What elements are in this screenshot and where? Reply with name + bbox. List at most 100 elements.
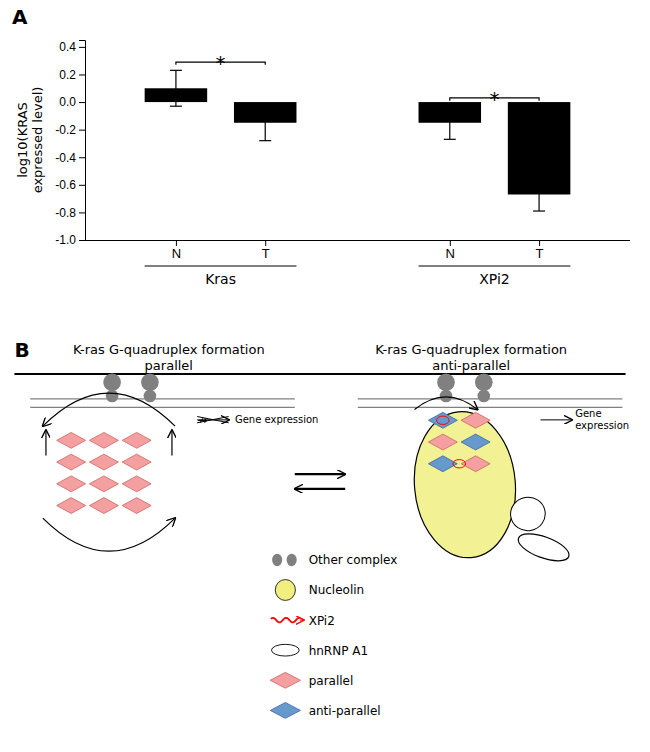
y-axis-title: log10(KRASexpressed level) — [15, 87, 46, 194]
protein-oval — [475, 373, 493, 391]
legend-glyph — [300, 619, 304, 620]
quadruplex-parallel — [461, 412, 490, 428]
error-bar-stem — [449, 106, 450, 139]
loop — [508, 494, 548, 533]
quadruplex-parallel — [122, 476, 151, 492]
quadruplex-parallel — [57, 498, 86, 514]
quadruplex-anti-parallel — [461, 434, 490, 450]
xpi2-circle — [437, 416, 450, 424]
y-tick-mark — [79, 185, 85, 186]
legend-entry: parallel — [309, 674, 354, 688]
error-bar — [170, 70, 182, 106]
y-tick-mark — [79, 240, 85, 241]
protein-oval — [437, 373, 455, 391]
expression-arrow — [541, 419, 573, 420]
separator — [14, 373, 625, 375]
error-bar-cap — [259, 140, 271, 141]
arrow — [171, 430, 172, 455]
dna-strand — [358, 398, 623, 399]
x-axis-line — [85, 240, 630, 241]
error-bar-cap — [170, 70, 182, 71]
annotation: Gene expression — [235, 414, 319, 425]
y-tick-label: -0.6 — [55, 178, 76, 192]
xpi2-circle — [453, 460, 466, 468]
significance-star: * — [216, 51, 226, 75]
equilibrium-arrow — [295, 488, 345, 490]
y-tick: 0.4 — [59, 40, 85, 54]
quadruplex-parallel — [122, 498, 151, 514]
y-tick-label: -0.4 — [55, 151, 76, 165]
legend-glyph — [271, 644, 299, 656]
error-bar-stem — [538, 178, 539, 211]
panel-label: B — [14, 338, 29, 362]
legend-glyph — [287, 554, 297, 567]
quadruplex-parallel — [122, 454, 151, 470]
error-bar-cap — [444, 139, 456, 140]
quadruplex-parallel — [57, 476, 86, 492]
y-tick: -1.0 — [55, 233, 85, 247]
protein-oval — [106, 390, 119, 403]
protein-oval — [103, 373, 121, 391]
nucleolin — [408, 407, 521, 562]
y-axis-line — [79, 41, 86, 241]
legend-entry: hnRNP A1 — [309, 644, 368, 658]
quadruplex-parallel — [89, 476, 118, 492]
legend-glyph — [270, 672, 300, 688]
protein-oval — [144, 390, 157, 403]
error-bar-cap — [259, 104, 271, 105]
legend-glyph — [271, 618, 300, 623]
legend-glyph — [272, 554, 282, 567]
panel-a: -1.0-0.8-0.6-0.4-0.20.00.20.4NTNTlog10(K… — [12, 5, 630, 287]
error-bar-cap — [444, 106, 456, 107]
quadruplex-parallel — [57, 454, 86, 470]
curved-arrow — [43, 393, 175, 426]
y-tick-label: 0.2 — [59, 68, 76, 82]
y-tick-mark — [79, 130, 85, 131]
quadruplex-anti-parallel — [428, 412, 457, 428]
figure: -1.0-0.8-0.6-0.4-0.20.00.20.4NTNTlog10(K… — [0, 0, 650, 752]
error-bar — [533, 178, 545, 211]
group-underline — [419, 265, 571, 266]
protein-oval — [478, 390, 491, 403]
error-bar-stem — [175, 70, 176, 106]
error-bar-cap — [533, 210, 545, 211]
legend-entry: Other complex — [309, 553, 398, 567]
group-label: Kras — [205, 271, 236, 287]
quadruplex-parallel — [89, 498, 118, 514]
y-tick-label: -1.0 — [55, 233, 76, 247]
hnrnp-a1 — [515, 528, 572, 566]
x-tick-label: T — [536, 246, 544, 261]
curved-arrow — [43, 518, 175, 551]
y-tick: -0.4 — [55, 151, 85, 165]
panel-b: BK-ras G-quadruplex formationparallelK-r… — [14, 338, 629, 718]
significance: ** — [176, 51, 539, 111]
x-axis: NTNT — [85, 240, 630, 261]
y-tick: -0.2 — [55, 123, 85, 137]
y-tick-label: 0.0 — [59, 95, 76, 109]
y-label-group: log10(KRASexpressed level) — [15, 87, 46, 194]
y-tick: 0.0 — [59, 95, 85, 109]
error-bar-stem — [265, 105, 266, 141]
block-cross — [197, 417, 229, 423]
curved-arrow — [415, 397, 478, 410]
group-underline — [145, 265, 297, 266]
y-tick-mark — [79, 102, 85, 103]
legend-glyph — [270, 702, 300, 718]
annotation: Geneexpression — [575, 408, 629, 431]
quadruplex-parallel — [89, 454, 118, 470]
y-tick: -0.8 — [55, 206, 85, 220]
y-axis: -1.0 -0.8 -0.6 -0.4 -0.2 0.0 0.2 0.4 — [55, 40, 85, 247]
legend-entry: XPi2 — [309, 614, 335, 628]
legend-entry: anti-parallel — [309, 704, 381, 718]
y-tick-label: -0.2 — [55, 123, 76, 137]
y-tick-mark — [79, 212, 85, 213]
y-tick-label: -0.8 — [55, 206, 76, 220]
significance-star: * — [489, 87, 499, 111]
x-tick: N — [446, 240, 455, 261]
quadruplex-parallel — [89, 432, 118, 448]
error-bar — [444, 106, 456, 139]
y-tick-mark — [79, 157, 85, 158]
equilibrium-arrow — [295, 473, 345, 475]
x-tick: T — [262, 240, 270, 261]
x-tick-label: N — [446, 246, 455, 261]
